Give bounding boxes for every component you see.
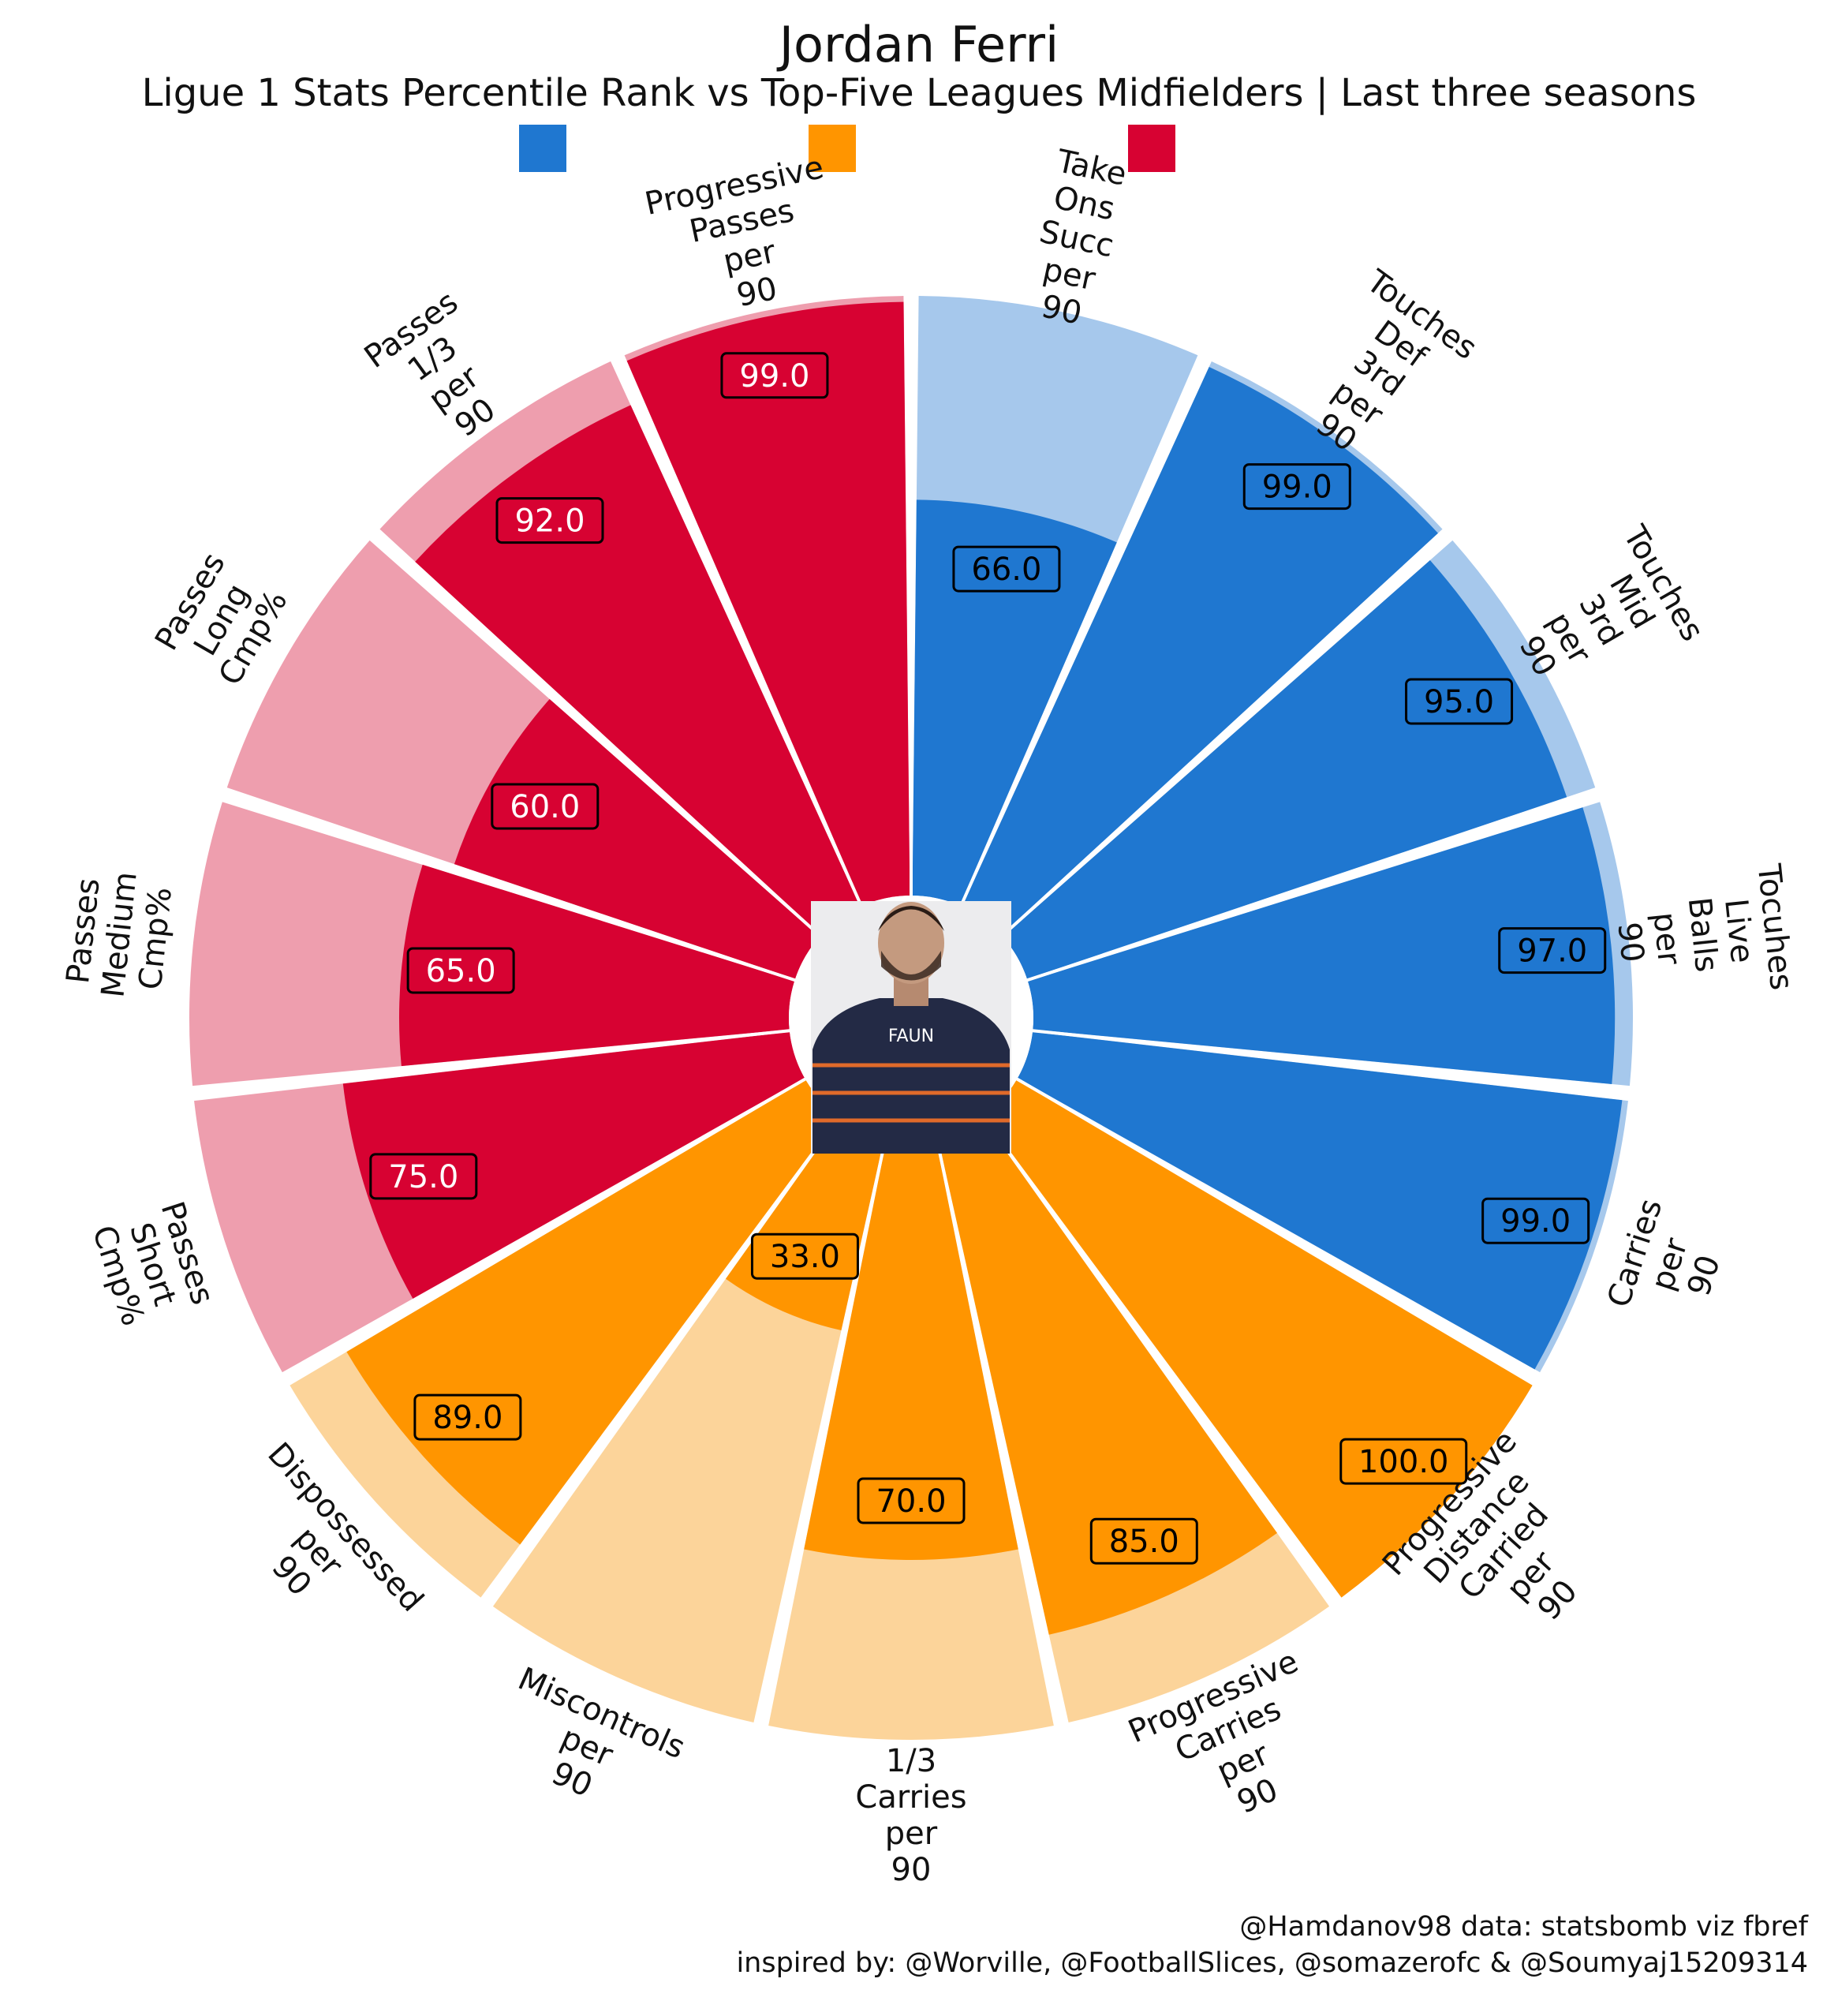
svg-text:95.0: 95.0 (1424, 684, 1494, 720)
svg-text:99.0: 99.0 (1500, 1203, 1571, 1240)
wedge-separator (1016, 1077, 1537, 1381)
category-label-1-3-carries-per-90: 1/3 Carries per 90 (855, 1743, 966, 1888)
svg-text:100.0: 100.0 (1358, 1444, 1449, 1480)
wedge-tocuhes-live-balls-per-90 (1027, 807, 1616, 1084)
wedge-separator (373, 533, 822, 937)
wedge-separator (935, 1137, 1063, 1725)
category-label-tocuhes-live-balls-per-90: TocuhesLiveBallsper90 (1606, 862, 1800, 1007)
wedge-progressive-carries-per-90 (937, 1117, 1278, 1635)
wedge-progressive-passes-per-90 (626, 301, 910, 906)
credit-line-2: inspired by: @Worville, @FootballSlices,… (736, 1947, 1808, 1979)
svg-text:65.0: 65.0 (426, 953, 496, 989)
player-photo: FAUN (789, 896, 1033, 1154)
category-label-carries-per-90: Carriesper90 (1601, 1195, 1739, 1334)
wedge-separator (959, 357, 1206, 907)
legend-swatch-blue (519, 125, 566, 172)
wedge-separator (1032, 1029, 1630, 1095)
wedge-separator (616, 357, 863, 907)
svg-text:60.0: 60.0 (510, 789, 580, 825)
category-label-take-ons-succ-per-90: TakeOnsSuccper90 (1022, 143, 1132, 336)
svg-text:97.0: 97.0 (1517, 933, 1587, 970)
value-label-1-3-carries-per-90: 70.0 (857, 1477, 966, 1524)
chart-subtitle: Ligue 1 Stats Percentile Rank vs Top-Fiv… (141, 71, 1697, 115)
wedge-separator (1000, 533, 1449, 937)
category-label-passes-short-cmp: PassesShortCmp% (84, 1197, 221, 1331)
value-label-progressive-passes-per-90: 99.0 (720, 352, 829, 399)
wedge-separator (759, 1137, 887, 1725)
value-label-progressive-distance-carried-per-90: 100.0 (1339, 1438, 1468, 1485)
svg-text:99.0: 99.0 (739, 358, 809, 395)
value-labels: 66.0 99.0 95.0 97.0 99.0 100.0 85.0 70.0 33.0 89.… (369, 352, 1607, 1565)
wedge-separator (285, 1077, 806, 1381)
value-label-dispossessed-per-90: 89.0 (413, 1393, 522, 1441)
wedge-passes-medium-cmp (398, 864, 795, 1067)
credit-line-1: @Hamdanov98 data: statsbomb viz fbref (1239, 1911, 1808, 1943)
category-label-passes-long-cmp: PassesLongCmp% (148, 547, 295, 693)
value-label-touches-def-3rd-per-90: 99.0 (1242, 463, 1351, 511)
value-label-passes-long-cmp: 60.0 (491, 783, 600, 830)
wedge-passes-long-cmp (454, 698, 820, 979)
value-label-tocuhes-live-balls-per-90: 97.0 (1498, 927, 1607, 974)
value-label-take-ons-succ-per-90: 66.0 (952, 545, 1061, 593)
wedge-passes-short-cmp (342, 1031, 805, 1299)
value-label-progressive-carries-per-90: 85.0 (1089, 1517, 1198, 1565)
svg-text:70.0: 70.0 (876, 1483, 946, 1520)
wedge-separator (981, 1116, 1337, 1603)
value-label-carries-per-90: 99.0 (1481, 1197, 1590, 1244)
wedge-take-ons-succ-per-90 (912, 499, 1117, 906)
value-label-passes-medium-cmp: 65.0 (406, 947, 515, 994)
value-label-passes-1-3-per-90: 92.0 (495, 497, 604, 544)
svg-text:92.0: 92.0 (514, 503, 585, 540)
value-label-touches-mid-3rd-per-90: 95.0 (1405, 678, 1514, 725)
wedge-separator (1026, 793, 1598, 982)
svg-text:FAUN: FAUN (888, 1027, 934, 1046)
legend-swatch-orange (809, 125, 856, 172)
player-photo-figure: FAUN (813, 902, 1010, 1154)
category-label-passes-medium-cmp: PassesMediumCmp% (59, 866, 181, 1004)
wedge-touches-mid-3rd-per-90 (1003, 560, 1567, 979)
value-label-passes-short-cmp: 75.0 (369, 1153, 478, 1200)
category-labels: TakeOnsSuccper90 TouchesDef3rdper90Touche… (59, 143, 1800, 1888)
legend-swatch-red (1128, 125, 1175, 172)
svg-text:89.0: 89.0 (432, 1400, 502, 1436)
svg-text:66.0: 66.0 (971, 552, 1041, 588)
value-label-miscontrols-per-90: 33.0 (750, 1232, 859, 1280)
svg-text:75.0: 75.0 (388, 1159, 458, 1195)
wedge-separator (192, 1029, 790, 1095)
wedge-1-3-carries-per-90 (804, 1137, 1018, 1561)
wedge-separator (224, 793, 796, 982)
wedge-carries-per-90 (1018, 1031, 1623, 1370)
svg-text:85.0: 85.0 (1109, 1524, 1179, 1560)
svg-text:99.0: 99.0 (1262, 469, 1332, 506)
wedge-separator (485, 1116, 841, 1603)
chart-title: Jordan Ferri (779, 16, 1059, 73)
svg-text:33.0: 33.0 (770, 1239, 840, 1275)
